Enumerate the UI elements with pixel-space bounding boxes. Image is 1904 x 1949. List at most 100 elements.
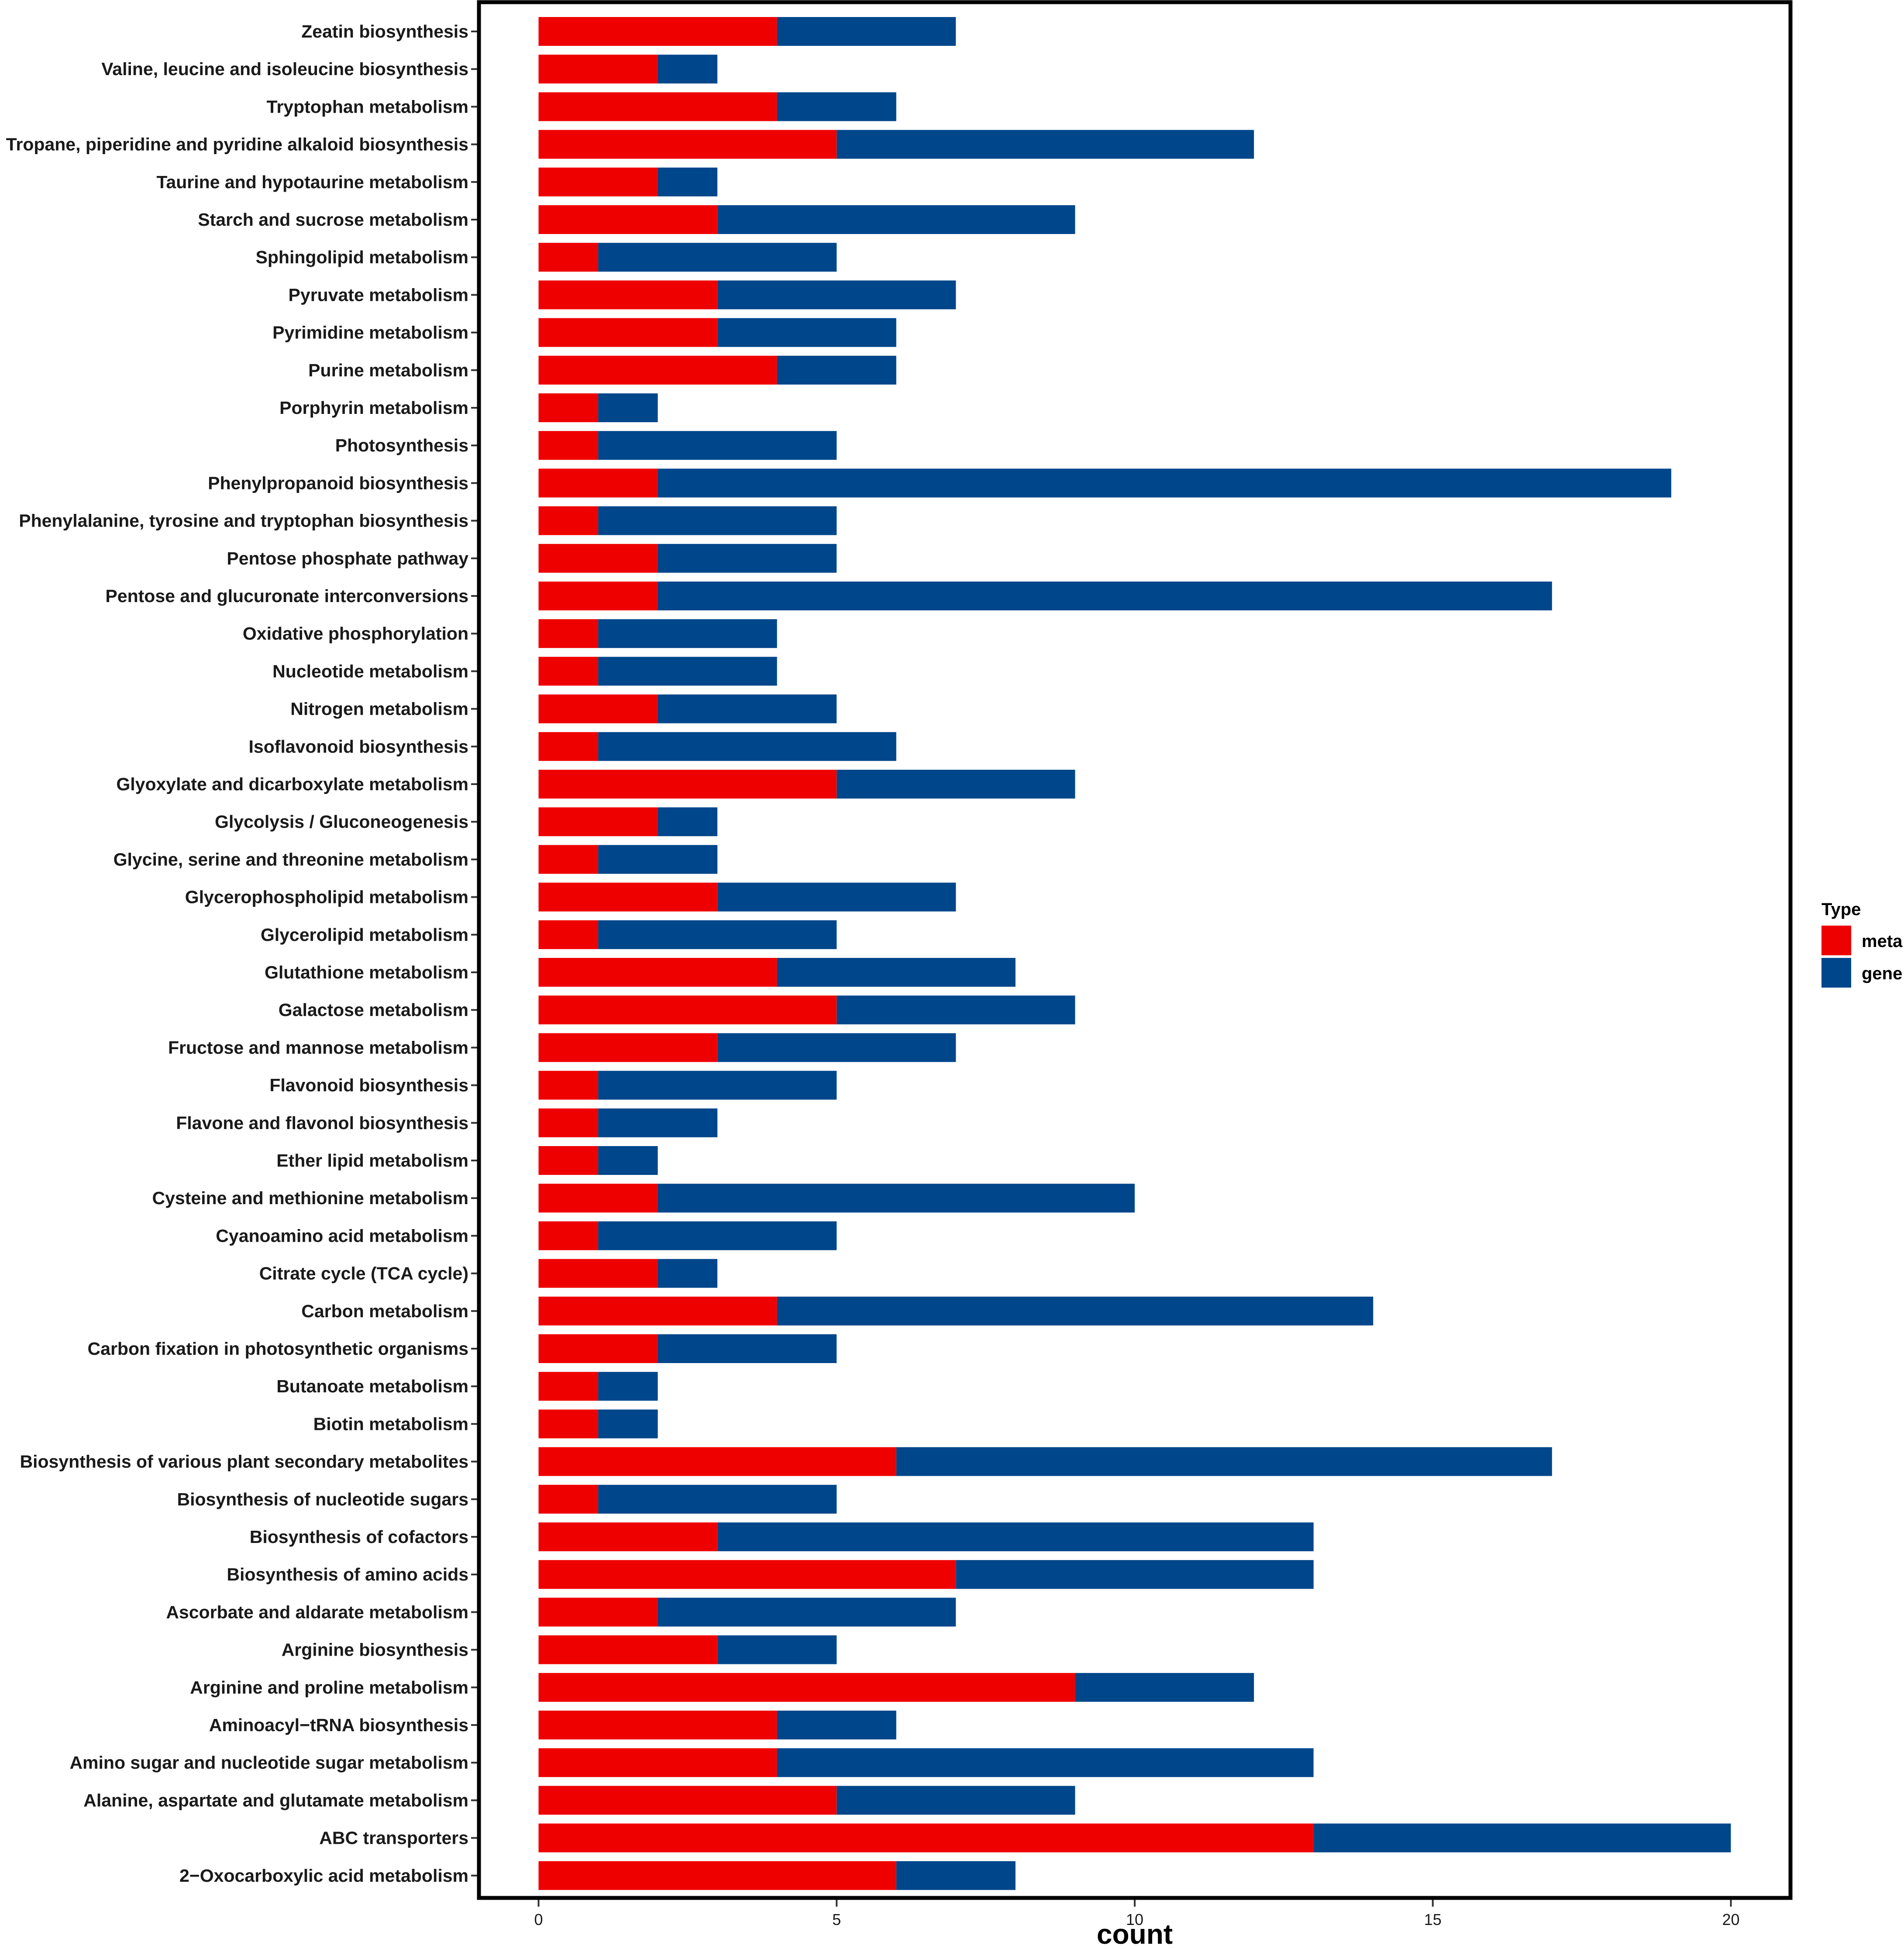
bar-meta bbox=[538, 1259, 658, 1288]
category-label: Fructose and mannose metabolism bbox=[168, 1037, 468, 1057]
category-label: Flavone and flavonol biosynthesis bbox=[176, 1113, 468, 1133]
bar-meta bbox=[538, 1484, 598, 1514]
category-label: Flavonoid biosynthesis bbox=[269, 1075, 468, 1095]
category-label: Biosynthesis of nucleotide sugars bbox=[177, 1489, 468, 1509]
category-label: Arginine biosynthesis bbox=[282, 1640, 468, 1660]
bars-layer bbox=[538, 17, 1731, 1890]
bar-gene bbox=[598, 920, 837, 949]
category-label: Pentose phosphate pathway bbox=[227, 548, 468, 568]
bar-meta bbox=[538, 1861, 896, 1890]
bar-gene bbox=[598, 243, 837, 272]
bar-meta bbox=[538, 1296, 777, 1326]
bar-gene bbox=[658, 55, 718, 84]
bar-meta bbox=[538, 770, 837, 799]
bar-meta bbox=[538, 920, 598, 949]
category-label: Pentose and glucuronate interconversions bbox=[105, 586, 468, 606]
bar-gene bbox=[598, 1108, 718, 1137]
category-label: Aminoacyl−tRNA biosynthesis bbox=[209, 1715, 468, 1735]
category-label: Carbon fixation in photosynthetic organi… bbox=[88, 1339, 468, 1359]
bar-gene bbox=[717, 318, 896, 347]
bar-gene bbox=[837, 770, 1075, 799]
bar-meta bbox=[538, 544, 658, 573]
category-label: Ether lipid metabolism bbox=[276, 1150, 468, 1171]
bar-gene bbox=[777, 1296, 1374, 1326]
bar-gene bbox=[598, 1409, 658, 1439]
bar-gene bbox=[777, 17, 956, 46]
bar-gene bbox=[777, 355, 896, 385]
category-label: Valine, leucine and isoleucine biosynthe… bbox=[101, 59, 468, 79]
category-label: Biosynthesis of amino acids bbox=[227, 1564, 468, 1584]
category-label: Purine metabolism bbox=[308, 360, 468, 380]
bar-meta bbox=[538, 468, 658, 498]
bar-gene bbox=[777, 1748, 1314, 1777]
bar-meta bbox=[538, 1635, 718, 1664]
bar-meta bbox=[538, 1522, 718, 1551]
bar-gene bbox=[717, 280, 956, 310]
category-labels: Zeatin biosynthesis Valine, leucine and i… bbox=[6, 21, 477, 1886]
category-label: Sphingolipid metabolism bbox=[256, 247, 468, 267]
category-label: Glyoxylate and dicarboxylate metabolism bbox=[116, 774, 468, 794]
category-label: Taurine and hypotaurine metabolism bbox=[156, 172, 468, 192]
bar-meta bbox=[538, 582, 658, 610]
bar-meta bbox=[538, 1823, 1314, 1853]
bar-meta bbox=[538, 1221, 598, 1250]
bar-meta bbox=[538, 393, 598, 422]
category-label: Biosynthesis of various plant secondary … bbox=[20, 1452, 468, 1472]
category-label: Glycine, serine and threonine metabolism bbox=[114, 849, 468, 869]
bar-meta bbox=[538, 1033, 718, 1062]
bar-gene bbox=[658, 1598, 956, 1627]
category-label: Photosynthesis bbox=[335, 435, 468, 455]
bar-gene bbox=[717, 205, 1075, 234]
bar-gene bbox=[598, 732, 896, 761]
category-label: Butanoate metabolism bbox=[276, 1376, 468, 1396]
bar-gene bbox=[598, 1221, 837, 1250]
category-label: Phenylalanine, tyrosine and tryptophan b… bbox=[19, 511, 468, 531]
legend-title: Type bbox=[1821, 900, 1861, 919]
bar-meta bbox=[538, 619, 598, 648]
bar-meta bbox=[538, 807, 658, 837]
bar-gene bbox=[598, 1484, 837, 1514]
bar-meta bbox=[538, 1560, 956, 1589]
category-label: Zeatin biosynthesis bbox=[301, 21, 468, 41]
bar-gene bbox=[658, 694, 837, 723]
bar-meta bbox=[538, 1711, 777, 1739]
category-label: Glycerolipid metabolism bbox=[261, 925, 468, 945]
category-label: Oxidative phosphorylation bbox=[243, 623, 468, 644]
bar-gene bbox=[598, 393, 658, 422]
bar-gene bbox=[598, 657, 777, 686]
x-axis: 0 5 10 15 20 bbox=[534, 1900, 1740, 1928]
category-label: Biotin metabolism bbox=[313, 1414, 468, 1434]
bar-gene bbox=[837, 1786, 1075, 1815]
category-label: Nitrogen metabolism bbox=[290, 699, 468, 719]
category-label: Pyrimidine metabolism bbox=[272, 323, 468, 343]
bar-gene bbox=[717, 1033, 956, 1062]
category-label: Glycerophospholipid metabolism bbox=[185, 887, 468, 907]
bar-meta bbox=[538, 280, 718, 310]
bar-gene bbox=[658, 167, 718, 196]
category-label: Tryptophan metabolism bbox=[267, 96, 468, 117]
bar-meta bbox=[538, 205, 718, 234]
category-label: Phenylpropanoid biosynthesis bbox=[208, 473, 468, 493]
bar-gene bbox=[777, 958, 1016, 987]
x-tick-label: 5 bbox=[832, 1911, 841, 1928]
bar-meta bbox=[538, 17, 777, 46]
bar-meta bbox=[538, 167, 658, 196]
bar-meta bbox=[538, 55, 658, 84]
category-label: Starch and sucrose metabolism bbox=[198, 210, 468, 230]
bar-gene bbox=[658, 1184, 1135, 1213]
bar-meta bbox=[538, 694, 658, 723]
category-label: Porphyrin metabolism bbox=[279, 398, 468, 418]
category-label: Isoflavonoid biosynthesis bbox=[249, 737, 468, 757]
bar-gene bbox=[896, 1447, 1552, 1476]
bar-meta bbox=[538, 882, 718, 912]
bar-meta bbox=[538, 92, 777, 121]
category-label: Pyruvate metabolism bbox=[289, 285, 468, 305]
bar-gene bbox=[658, 1259, 718, 1288]
category-label: Tropane, piperidine and pyridine alkaloi… bbox=[6, 134, 468, 155]
category-label: Galactose metabolism bbox=[279, 1000, 468, 1020]
category-label: Nucleotide metabolism bbox=[272, 661, 468, 681]
panel-border bbox=[477, 0, 1793, 1900]
bar-meta bbox=[538, 1598, 658, 1627]
